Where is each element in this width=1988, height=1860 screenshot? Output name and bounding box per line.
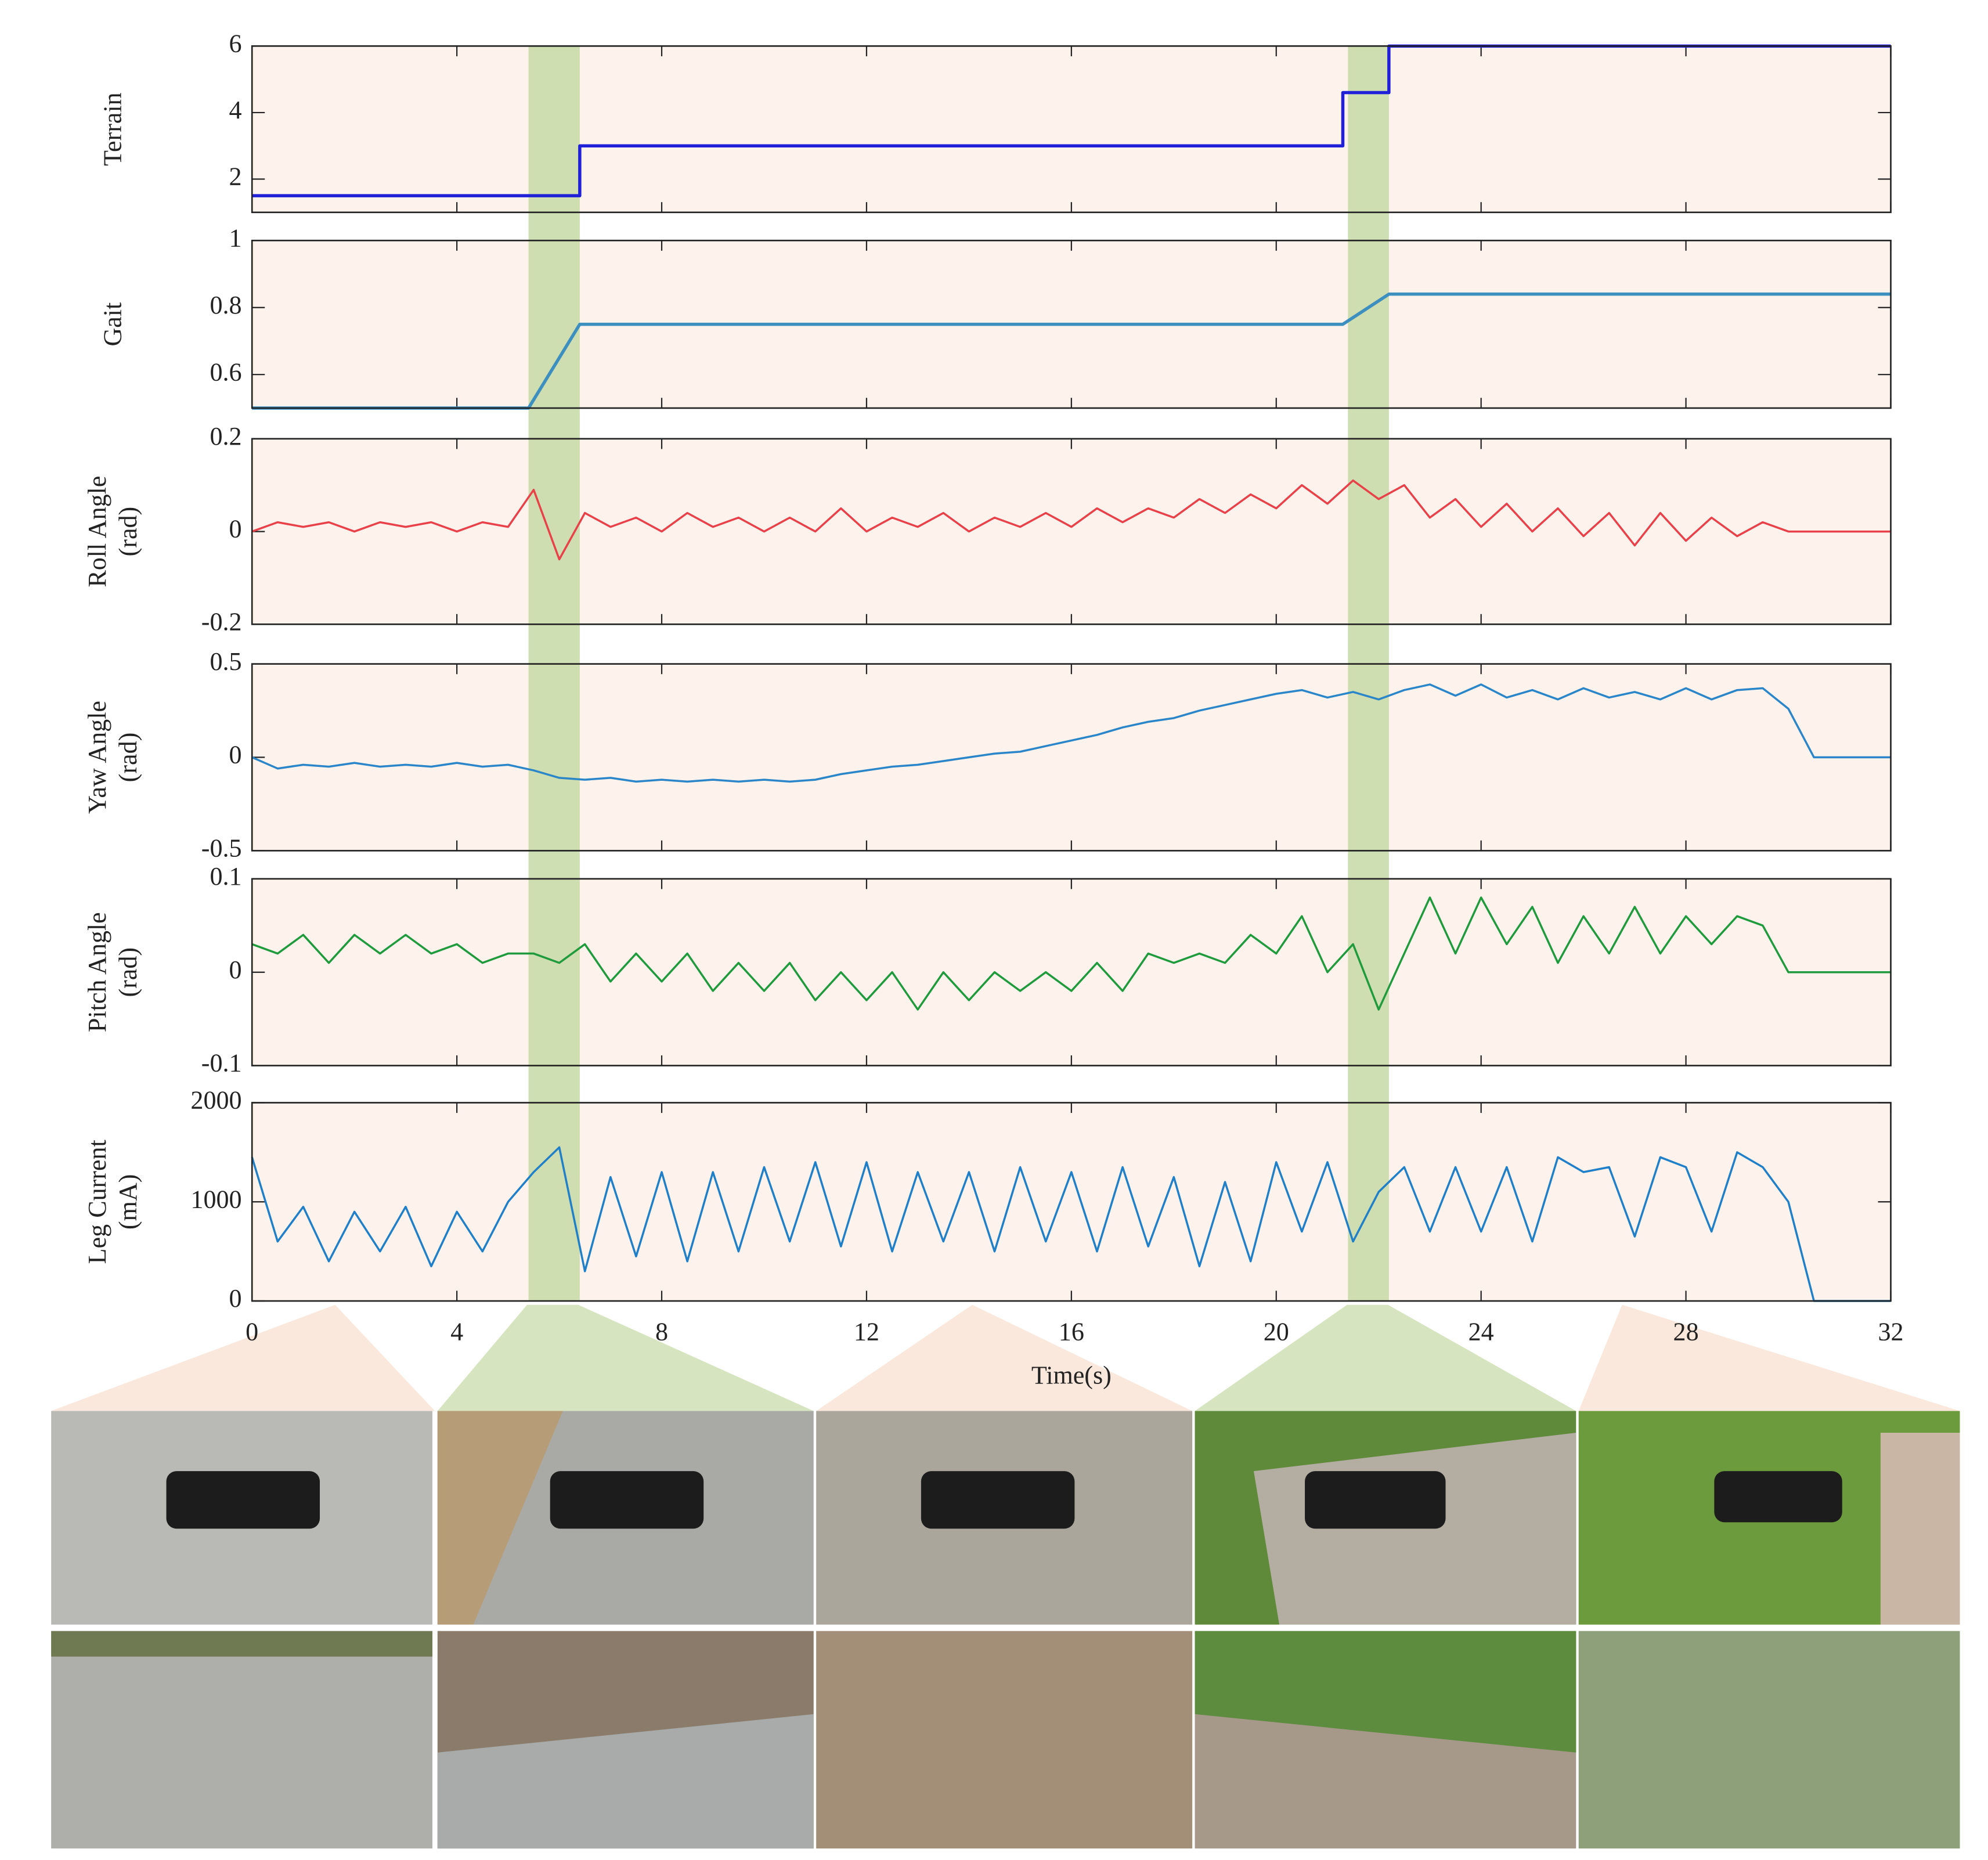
y-tick-label: -0.1 — [201, 1049, 242, 1077]
robots — [166, 1471, 1842, 1529]
x-tick-label: 0 — [246, 1317, 258, 1346]
y-axis-label: Leg Current — [83, 1140, 111, 1264]
x-tick-label: 4 — [450, 1317, 463, 1346]
x-tick-label: 32 — [1878, 1317, 1903, 1346]
x-tick-label: 8 — [655, 1317, 668, 1346]
photo-strip — [51, 1304, 1960, 1849]
data-line — [251, 479, 1891, 561]
y-axis-label: Pitch Angle — [83, 912, 111, 1032]
x-tick-label: 28 — [1673, 1317, 1699, 1346]
photo-concrete — [437, 1714, 814, 1849]
plot-frame — [251, 878, 1892, 1066]
y-axis-label: Yaw Angle — [83, 701, 111, 814]
y-tick-label: 0.1 — [210, 862, 241, 891]
plot-background — [252, 878, 1891, 1066]
x-axis-label: Time(s) — [1031, 1361, 1112, 1389]
x-tick-label: 20 — [1264, 1317, 1289, 1346]
highlight-span — [528, 46, 580, 1302]
y-tick-label: 0.8 — [210, 291, 241, 319]
y-tick-label: 0.2 — [210, 422, 241, 450]
data-line — [251, 1146, 1891, 1302]
y-axis-label: Terrain — [98, 92, 127, 166]
photo — [51, 1631, 432, 1849]
connector — [51, 1304, 435, 1411]
y-tick-label: 6 — [229, 29, 242, 57]
x-tick-label: 24 — [1469, 1317, 1494, 1346]
plot-background — [252, 438, 1891, 625]
y-axis-label: Roll Angle — [83, 476, 111, 587]
highlight-span — [1348, 46, 1389, 1302]
connector — [1195, 1304, 1576, 1411]
y-tick-label: 1 — [229, 224, 242, 252]
plot-background — [252, 664, 1891, 851]
y-tick-label: 2000 — [190, 1086, 241, 1115]
photo-ground — [1880, 1433, 1960, 1625]
connector — [437, 1304, 814, 1411]
y-tick-label: 0.6 — [210, 358, 241, 386]
y-axis-label: (rad) — [114, 947, 142, 997]
x-tick-label: 16 — [1059, 1317, 1084, 1346]
y-axis-label: Gait — [98, 302, 127, 347]
y-axis-label: (mA) — [114, 1174, 142, 1230]
y-tick-label: 4 — [229, 96, 242, 124]
plot-frame — [251, 663, 1892, 852]
plot-frame — [251, 45, 1892, 214]
data-line — [252, 44, 1891, 197]
y-axis-label: (rad) — [114, 507, 142, 557]
data-line — [251, 683, 1891, 783]
x-tick-label: 12 — [854, 1317, 879, 1346]
photo — [816, 1631, 1193, 1849]
y-tick-label: -0.2 — [201, 607, 242, 636]
plot-frame — [251, 239, 1892, 409]
plot-background — [252, 1102, 1891, 1302]
connector — [1578, 1304, 1960, 1411]
y-tick-label: 0 — [229, 956, 242, 984]
photo — [1578, 1631, 1960, 1849]
photo-grass — [51, 1631, 432, 1657]
plot-frame — [251, 438, 1892, 625]
y-tick-label: 0 — [229, 741, 242, 769]
connector — [816, 1304, 1193, 1411]
y-axis-label: (rad) — [114, 733, 142, 783]
data-line — [251, 896, 1891, 1011]
photo-grass — [1195, 1631, 1576, 1753]
y-tick-label: 0 — [229, 515, 242, 543]
y-tick-label: 2 — [229, 163, 242, 191]
y-tick-label: 1000 — [190, 1185, 241, 1213]
plot-frame — [251, 1102, 1892, 1302]
y-tick-label: 0 — [229, 1284, 242, 1313]
y-tick-label: 0.5 — [210, 647, 241, 676]
photo-dirt — [437, 1411, 563, 1625]
plot-background — [252, 46, 1891, 212]
y-tick-label: -0.5 — [201, 834, 242, 862]
